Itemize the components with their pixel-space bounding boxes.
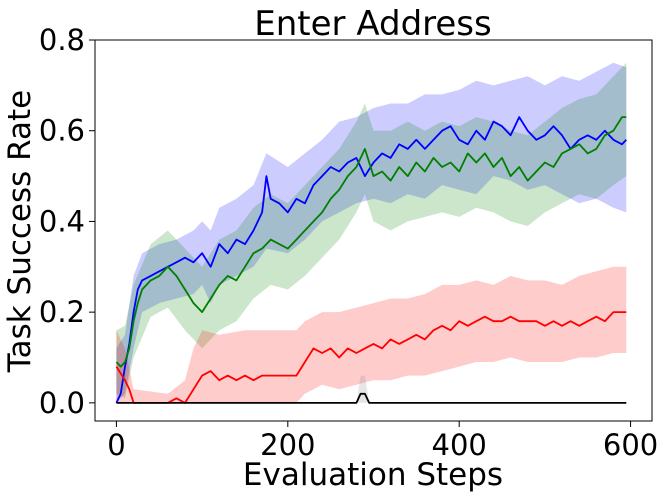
y-tick-label: 0.6 xyxy=(39,114,85,148)
y-axis-ticks: 0.0 0.2 0.4 0.6 0.8 xyxy=(39,23,95,420)
confidence-bands xyxy=(116,62,627,403)
y-tick-label: 0.0 xyxy=(39,386,85,420)
y-tick-label: 0.8 xyxy=(39,23,85,57)
plot-frame xyxy=(94,39,653,422)
x-tick-label: 600 xyxy=(603,428,658,462)
x-tick-label: 0 xyxy=(107,428,125,462)
y-tick-label: 0.4 xyxy=(39,204,85,238)
series-band-1 xyxy=(116,62,627,399)
series-line-1 xyxy=(115,116,627,368)
series-line-3 xyxy=(116,392,627,404)
chart-title: Enter Address xyxy=(254,4,491,44)
x-axis-label: Evaluation Steps xyxy=(243,457,503,493)
series-band-2 xyxy=(116,266,627,403)
series-lines xyxy=(115,116,627,404)
x-axis-ticks: 0 200 400 600 xyxy=(107,421,658,462)
series-band-0 xyxy=(116,62,627,403)
series-line-2 xyxy=(115,311,627,404)
y-axis-label: Task Success Rate xyxy=(2,90,38,373)
series-line-0 xyxy=(115,116,627,404)
x-tick-label: 400 xyxy=(432,428,487,462)
y-tick-label: 0.2 xyxy=(39,295,85,329)
x-tick-label: 200 xyxy=(260,428,315,462)
